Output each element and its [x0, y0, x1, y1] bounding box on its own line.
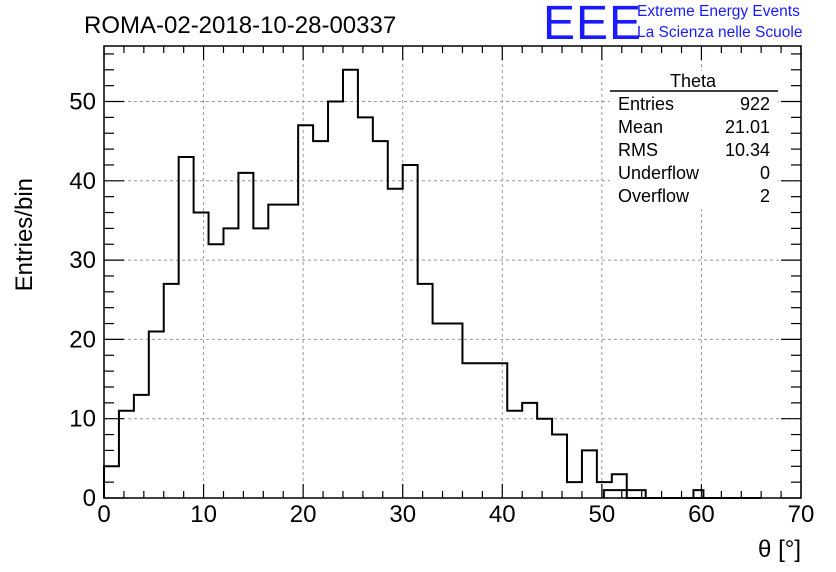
- y-tick-label: 40: [69, 168, 96, 195]
- eee-logo-mark: EEE: [543, 0, 643, 50]
- x-tick-label: 0: [97, 501, 110, 528]
- histogram-bin: [602, 489, 647, 498]
- y-tick-labels: 0 10 20 30 40 50: [69, 89, 96, 512]
- x-tick-label: 10: [190, 501, 217, 528]
- x-tick-label: 60: [688, 501, 715, 528]
- stats-value: 2: [760, 186, 770, 206]
- x-tick-labels: 0 10 20 30 40 50 60 70: [97, 501, 814, 528]
- stats-label: Entries: [618, 94, 674, 114]
- logo-line-2: La Scienza nelle Scuole: [637, 24, 803, 41]
- x-tick-label: 50: [589, 501, 616, 528]
- logo-line-1: Extreme Energy Events: [637, 3, 800, 20]
- stats-value: 922: [740, 94, 770, 114]
- stats-value: 0: [760, 163, 770, 183]
- chart-title: ROMA-02-2018-10-28-00337: [84, 12, 396, 39]
- stats-value: 21.01: [725, 117, 770, 137]
- x-tick-label: 30: [389, 501, 416, 528]
- x-tick-label: 40: [489, 501, 516, 528]
- y-tick-label: 0: [83, 485, 96, 512]
- axis-ticks: [103, 46, 802, 499]
- y-axis-label: Entries/bin: [11, 178, 38, 291]
- stats-value: 10.34: [725, 140, 770, 160]
- stats-label: Overflow: [618, 186, 690, 206]
- x-axis-label: θ [°]: [758, 536, 801, 563]
- stats-label: RMS: [618, 140, 658, 160]
- x-tick-label: 70: [788, 501, 815, 528]
- plot-frame: [103, 45, 802, 499]
- y-tick-label: 10: [69, 406, 96, 433]
- histogram-bin: [692, 489, 705, 498]
- y-tick-label: 20: [69, 326, 96, 353]
- y-tick-label: 50: [69, 89, 96, 116]
- y-tick-label: 30: [69, 247, 96, 274]
- stats-label: Mean: [618, 117, 663, 137]
- stats-box: Theta Entries 922 Mean 21.01 RMS 10.34 Underfl…: [610, 71, 778, 209]
- stats-title: Theta: [670, 71, 717, 91]
- x-tick-label: 20: [290, 501, 317, 528]
- histogram-line: [103, 68, 762, 499]
- stats-label: Underflow: [618, 163, 700, 183]
- grid-lines: [104, 46, 801, 498]
